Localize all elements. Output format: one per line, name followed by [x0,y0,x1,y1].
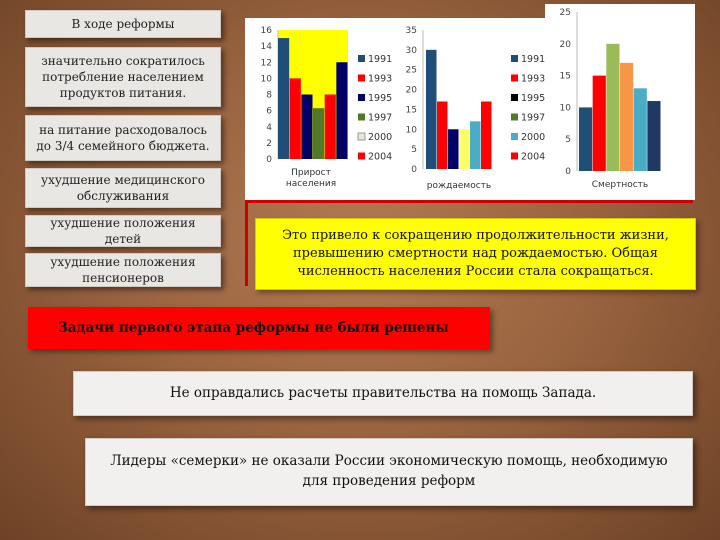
mortality-chart: 0 5 10 15 20 25 Смертность [545,4,695,200]
chart2-legend-label-1997: 1997 [521,113,545,124]
medical-service-text: ухудшение медицинского обслуживания [41,172,205,203]
chart3-bar-1993 [592,75,606,171]
chart1-legend-swatch-1993 [358,74,365,82]
chart1-y-tick: 2 [266,139,272,149]
red-divider-vertical [245,200,248,286]
chart2-y-tick: 25 [406,66,417,76]
chart2-y-tick: 20 [406,86,418,96]
chart1-y-tick: 10 [261,74,273,84]
chart1-bar-1997 [313,108,325,159]
family-budget-text: на питание расходовалось до 3/4 семейног… [36,122,210,153]
chart1-legend-label-2004: 2004 [368,152,392,163]
population-growth-chart: 0 2 4 6 8 10 12 14 16 Прирост населения 1991 1993 199… [245,18,410,200]
conclusion-box: Это привело к сокращению продолжительнос… [255,218,696,290]
chart1-legend-swatch-1995 [358,94,365,101]
chart3-y-tick: 15 [560,72,571,82]
chart2-legend-swatch-2000 [511,133,518,140]
chart1-legend-label-1993: 1993 [368,74,392,85]
chart3-bar-2000 [633,88,647,171]
chart1-legend-label-2000: 2000 [368,132,392,143]
medical-service-box: ухудшение медицинского обслуживания [25,168,221,208]
chart1-bar-1991 [278,38,290,159]
pensioners-box: ухудшение положения пенсионеров [25,253,221,287]
chart2-legend-label-1993: 1993 [521,74,545,85]
chart2-legend-swatch-1991 [511,55,518,62]
chart3-y-tick: 25 [560,8,571,18]
chart3-y-tick: 20 [560,40,572,50]
chart2-y-tick: 5 [411,145,417,155]
chart3-bar-1997 [620,62,634,171]
chart2-legend-label-2000: 2000 [521,132,545,143]
chart2-bar-1995 [448,129,459,169]
chart2-bar-2004 [481,101,492,169]
food-consumption-text: значительно сократилось потребление насе… [41,53,205,101]
chart2-category-label: рождаемость [427,181,491,191]
chart1-bar-2004 [336,62,348,159]
reform-title-box: В ходе реформы [25,10,221,38]
chart1-legend-label-1997: 1997 [368,113,392,124]
chart3-y-tick: 10 [560,103,572,113]
red-divider-horizontal [245,200,693,203]
tasks-banner: Задачи первого этапа реформы не были реш… [28,307,490,349]
chart3-category-label: Смертность [592,180,648,190]
chart1-legend-swatch-1997 [358,113,365,121]
chart1-y-tick: 14 [261,42,273,52]
mortality-svg: 0 5 10 15 20 25 Смертность [560,8,661,190]
chart2-bar-1997 [459,129,470,169]
chart2-y-tick: 0 [411,165,417,175]
family-budget-box: на питание расходовалось до 3/4 семейног… [25,115,221,161]
children-text: ухудшение положения детей [50,215,196,246]
birth-rate-svg: 0 5 10 15 20 25 30 35 рождаемость 1991 1993 1995 199… [406,26,546,191]
chart2-legend-label-1991: 1991 [521,54,545,65]
chart1-legend-swatch-1991 [358,55,365,62]
chart2-y-tick: 30 [406,46,418,56]
pensioners-text: ухудшение положения пенсионеров [50,254,196,285]
chart2-bar-1993 [437,101,448,169]
chart1-y-tick: 12 [261,58,272,68]
chart1-category-label: населения [286,179,336,189]
chart2-bar-2000 [470,121,481,169]
chart1-legend-label-1991: 1991 [368,54,392,65]
chart2-legend-label-2004: 2004 [521,152,545,163]
chart3-bar-2004 [647,101,661,171]
chart2-y-tick: 35 [406,26,417,36]
chart1-bar-2000 [324,94,336,159]
chart1-legend-label-1995: 1995 [368,93,392,104]
chart2-bar-1991 [426,49,437,169]
chart2-legend-swatch-1993 [511,74,518,82]
chart3-bar-1991 [579,107,593,171]
west-help-box: Не оправдались расчеты правительства на … [73,371,693,416]
food-consumption-box: значительно сократилось потребление насе… [25,47,221,107]
chart1-bar-1993 [289,78,301,159]
chart3-y-tick: 5 [565,135,571,145]
chart2-y-tick: 10 [406,125,418,135]
chart2-legend-swatch-2004 [511,152,518,160]
chart1-legend-swatch-2004 [358,152,365,160]
chart2-legend-label-1995: 1995 [521,93,545,104]
chart1-y-tick: 4 [266,123,272,133]
chart1-y-tick: 0 [266,155,272,165]
chart1-bar-1995 [301,94,313,159]
g7-help-text: Лидеры «семерки» не оказали России эконо… [110,453,668,489]
chart1-y-tick: 6 [266,107,272,117]
chart1-y-tick: 8 [266,91,272,101]
chart2-legend-swatch-1995 [511,94,518,101]
children-box: ухудшение положения детей [25,215,221,247]
conclusion-text: Это привело к сокращению продолжительнос… [282,227,669,280]
chart2-legend-swatch-1997 [511,113,518,121]
reform-title: В ходе реформы [71,16,175,31]
birth-rate-chart: 0 5 10 15 20 25 30 35 рождаемость 1991 1993 1995 199… [395,18,555,200]
chart3-y-tick: 0 [565,167,571,177]
chart1-y-tick: 16 [261,26,273,36]
west-help-text: Не оправдались расчеты правительства на … [169,384,597,401]
tasks-banner-text: Задачи первого этапа реформы не были реш… [58,320,449,336]
chart1-legend-swatch-2000 [357,132,366,141]
chart2-y-tick: 15 [406,105,417,115]
chart3-bar-1995 [606,43,620,171]
chart1-category-label: Прирост [291,168,331,178]
g7-help-box: Лидеры «семерки» не оказали России эконо… [85,438,693,506]
